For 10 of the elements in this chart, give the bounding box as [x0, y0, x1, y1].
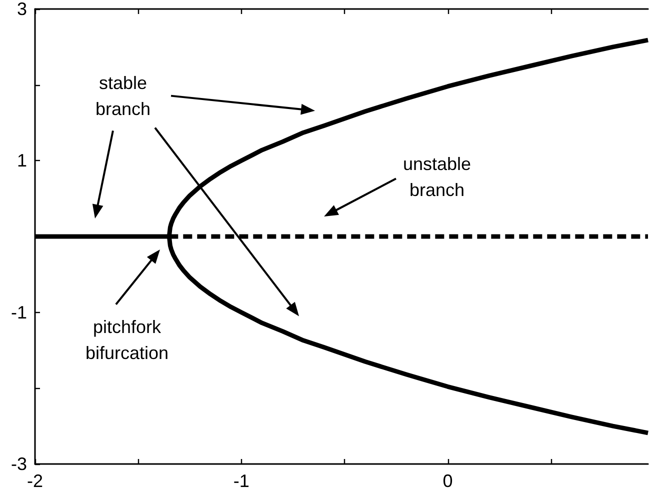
x-tick-label: -2: [26, 471, 44, 490]
x-tick-label: 0: [442, 471, 453, 490]
annotation: pitchfork bifurcation: [85, 316, 169, 366]
y-tick-label: -1: [10, 302, 27, 322]
annotation: unstable branch: [402, 152, 472, 202]
x-tick-label: -1: [233, 471, 250, 490]
annotation: stable branch: [96, 72, 151, 121]
y-tick-label: 3: [16, 0, 27, 19]
y-tick-label: 1: [16, 150, 27, 171]
y-tick-label: -3: [10, 454, 27, 474]
